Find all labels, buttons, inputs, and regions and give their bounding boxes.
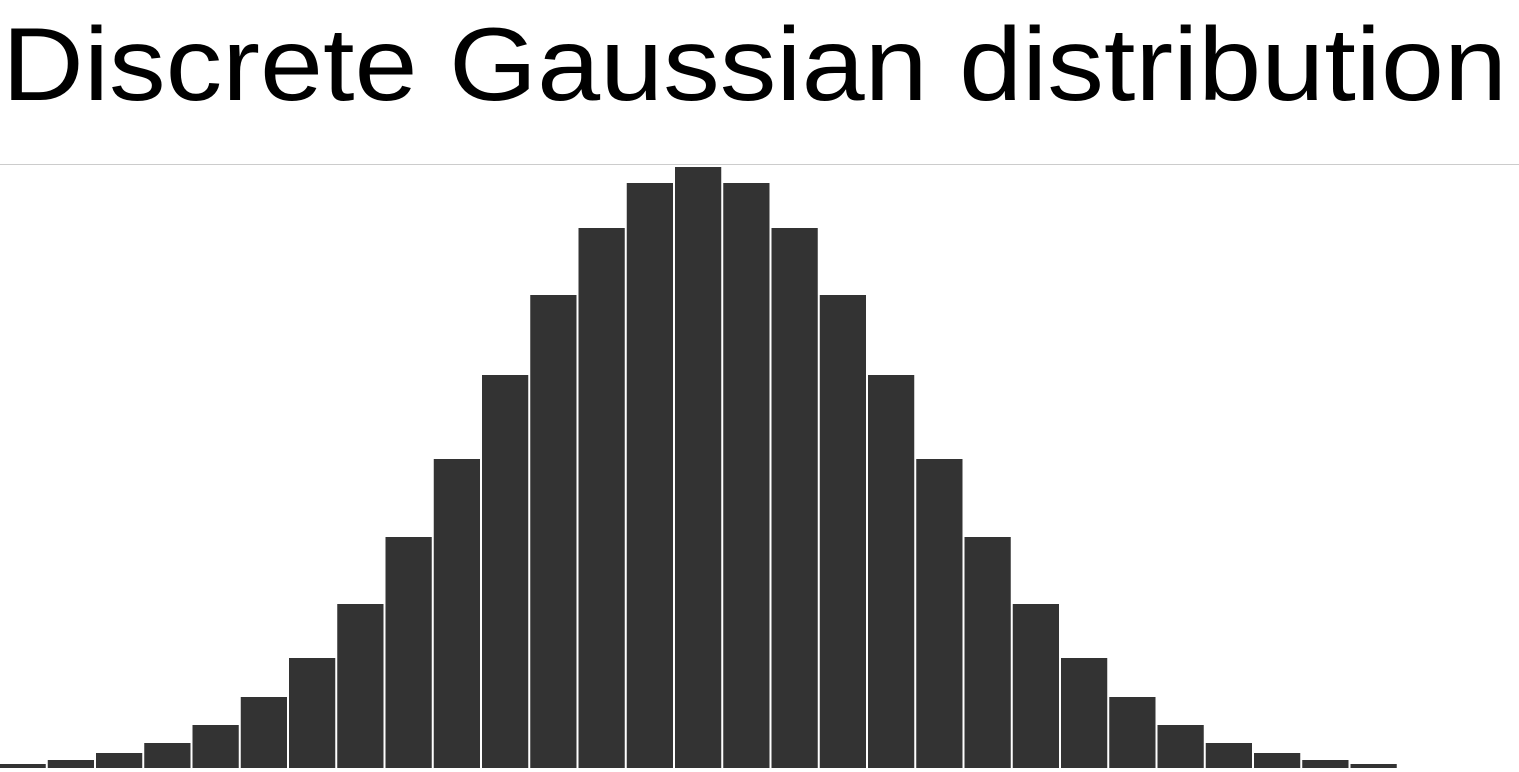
bar — [771, 228, 818, 768]
bar — [1302, 760, 1349, 768]
bar — [1061, 658, 1108, 768]
bar — [916, 459, 963, 768]
bar — [1109, 697, 1156, 768]
bar — [819, 295, 866, 768]
bar — [337, 604, 384, 768]
bar — [96, 753, 143, 768]
bar — [530, 295, 577, 768]
bar — [1350, 764, 1397, 768]
bar — [1205, 743, 1252, 768]
bar — [47, 760, 94, 768]
bar — [482, 375, 529, 768]
bar — [385, 537, 432, 768]
bar — [868, 375, 915, 768]
bar — [675, 167, 722, 768]
bar — [1254, 753, 1301, 768]
bar — [144, 743, 191, 768]
bar — [1012, 604, 1059, 768]
bar — [240, 697, 287, 768]
bar — [578, 228, 625, 768]
bar — [1157, 725, 1204, 768]
bar — [433, 459, 480, 768]
bar — [0, 764, 46, 768]
bar — [964, 537, 1011, 768]
chart-title: Discrete Gaussian distribution — [2, 7, 1507, 123]
bar — [626, 183, 673, 768]
bar — [192, 725, 239, 768]
bar — [289, 658, 336, 768]
bar — [723, 183, 770, 768]
